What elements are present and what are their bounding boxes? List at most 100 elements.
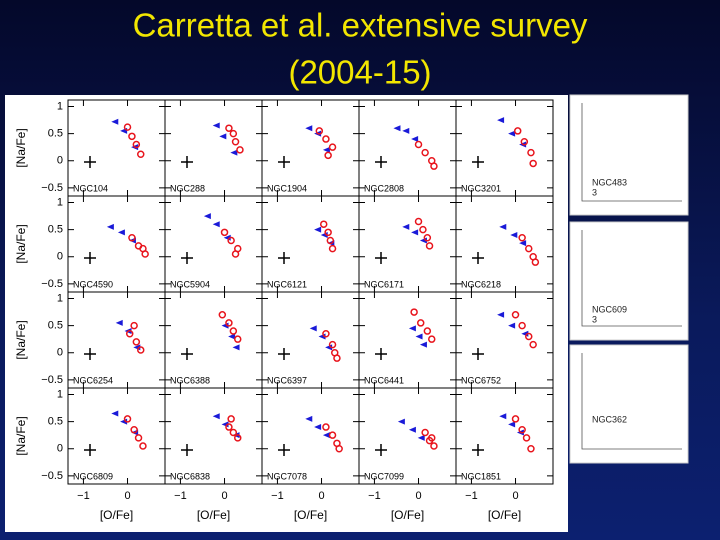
red-point (425, 242, 434, 250)
x-tick-label: −1 (465, 490, 478, 502)
red-point (218, 311, 227, 319)
y-tick-label: 0 (57, 347, 63, 359)
red-point (225, 319, 233, 327)
blue-point (212, 413, 220, 420)
blue-point (415, 333, 423, 340)
red-point (518, 234, 526, 242)
x-axis-label: [O/Fe] (197, 508, 230, 522)
error-cross (375, 444, 387, 456)
error-cross (472, 156, 484, 168)
red-point (128, 132, 136, 141)
red-point (328, 244, 337, 253)
red-point (414, 217, 423, 226)
red-point (227, 236, 235, 245)
y-axis-label: [Na/Fe] (14, 128, 28, 167)
y-tick-label: 0 (57, 443, 63, 455)
y-tick-label: 1 (57, 196, 63, 208)
error-cross (84, 348, 96, 360)
blue-point (117, 229, 125, 236)
red-point (335, 444, 343, 453)
red-point (324, 151, 332, 160)
side-panel-label: NGC483 (592, 177, 627, 187)
y-axis-label: [Na/Fe] (14, 224, 28, 263)
red-point (525, 332, 533, 341)
red-point (410, 308, 418, 316)
y-axis-label: [Na/Fe] (14, 416, 28, 455)
red-point (130, 321, 138, 330)
red-point (529, 340, 537, 349)
red-point (125, 330, 134, 338)
blue-point (499, 223, 507, 230)
red-point (128, 234, 136, 242)
red-point (428, 335, 436, 343)
blue-point (322, 146, 330, 153)
x-tick-label: 0 (221, 490, 227, 502)
side-panel-axes (581, 103, 682, 202)
side-panel-label: 3 (592, 314, 597, 324)
error-cross (181, 444, 193, 456)
red-point (511, 311, 520, 319)
blue-point (499, 413, 507, 420)
red-point (225, 124, 233, 132)
error-cross (84, 156, 96, 168)
blue-point (408, 426, 416, 433)
red-point (525, 244, 533, 253)
red-point (333, 354, 341, 362)
blue-point (106, 223, 114, 230)
red-point (229, 428, 238, 437)
blue-point (497, 117, 505, 124)
y-tick-label: 0.5 (48, 128, 63, 140)
red-point (123, 415, 132, 423)
y-tick-label: 0 (57, 251, 63, 263)
red-point (319, 220, 328, 228)
red-point (423, 234, 432, 242)
red-point (527, 444, 535, 453)
panel-name: NGC6121 (267, 279, 307, 289)
error-cross (278, 156, 290, 168)
error-cross (84, 252, 96, 264)
red-point (328, 431, 337, 439)
red-point (324, 228, 332, 237)
red-point (134, 434, 143, 442)
red-point (225, 423, 233, 431)
red-point (414, 140, 423, 149)
error-cross (375, 252, 387, 264)
error-cross (181, 252, 193, 264)
y-tick-label: 0.5 (48, 416, 63, 428)
red-point (428, 434, 436, 442)
error-cross (375, 156, 387, 168)
blue-point (111, 118, 119, 125)
panel-name: NGC2808 (364, 183, 404, 193)
error-cross (472, 348, 484, 360)
blue-point (228, 333, 236, 340)
panel-name: NGC288 (170, 183, 205, 193)
x-tick-label: 0 (318, 490, 324, 502)
x-tick-label: −1 (368, 490, 381, 502)
panel-name: NGC6218 (461, 279, 501, 289)
y-tick-label: 0.5 (48, 224, 63, 236)
red-point (430, 162, 438, 170)
error-cross (278, 444, 290, 456)
x-tick-label: −1 (174, 490, 187, 502)
red-point (511, 415, 520, 423)
y-axis-label: [Na/Fe] (14, 320, 28, 359)
red-point (234, 434, 242, 442)
panel-name: NGC1904 (267, 183, 307, 193)
red-point (220, 228, 229, 237)
blue-point (322, 432, 330, 439)
red-point (231, 250, 240, 258)
y-tick-label: 0 (57, 155, 63, 167)
red-point (328, 340, 337, 349)
red-point (419, 225, 427, 234)
blue-point (510, 232, 518, 239)
red-point (527, 148, 535, 157)
blue-point (419, 341, 427, 348)
blue-point (497, 311, 505, 318)
x-tick-label: −1 (271, 490, 284, 502)
side-panel-label: 3 (592, 187, 597, 197)
panel-name: NGC6441 (364, 375, 404, 385)
side-panel-axes (581, 353, 682, 450)
blue-point (397, 418, 405, 425)
side-panel (569, 94, 689, 216)
blue-point (411, 229, 419, 236)
